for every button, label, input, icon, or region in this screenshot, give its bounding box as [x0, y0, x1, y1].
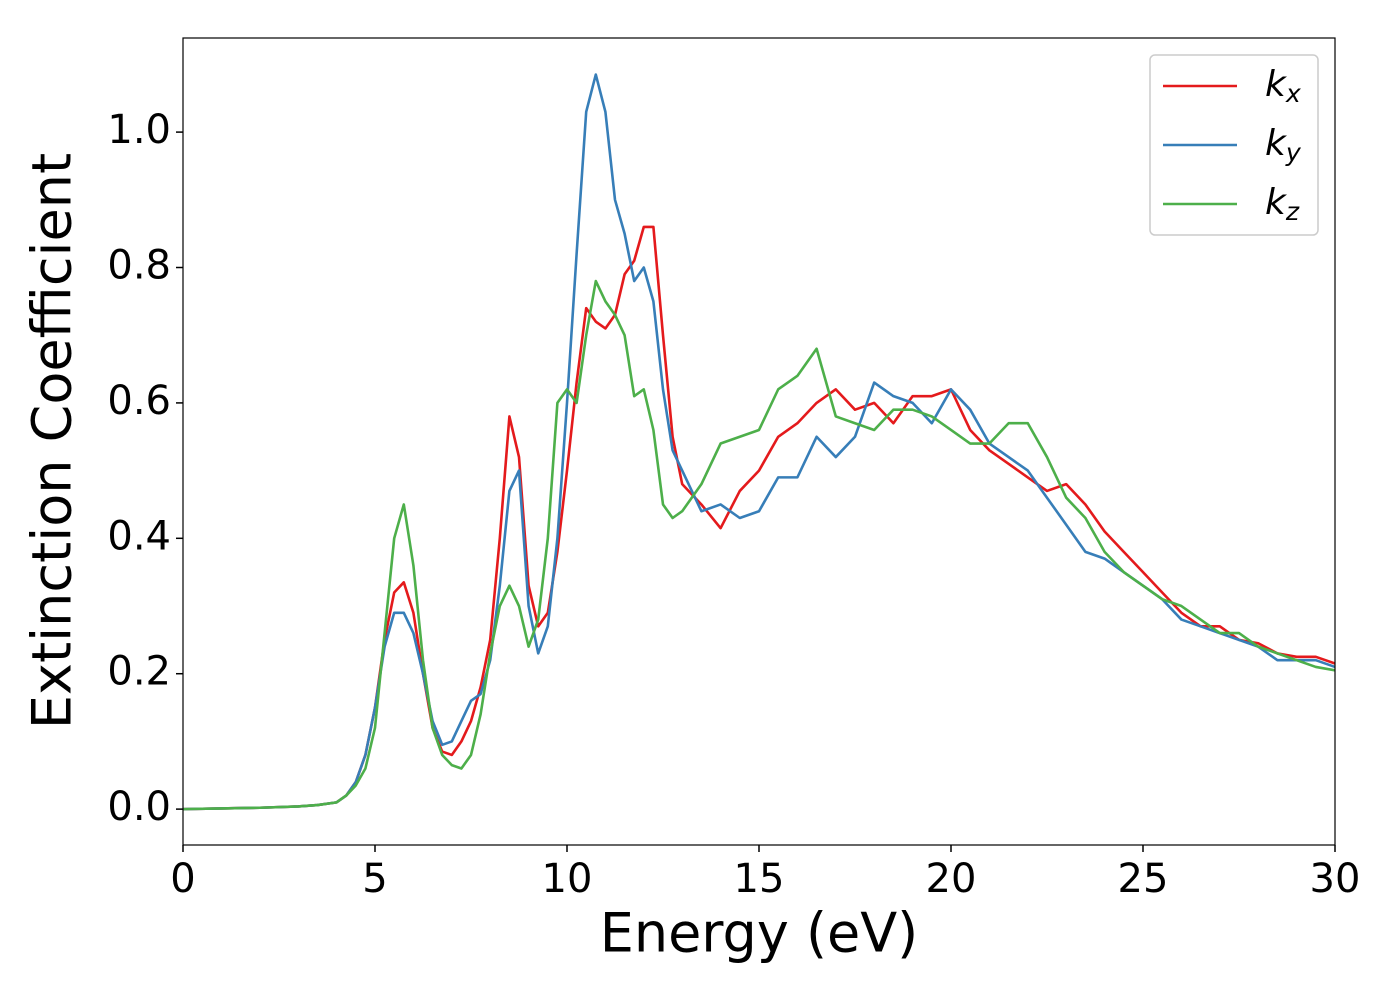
y-tick-label: 0.0 [107, 784, 171, 830]
x-tick-label: 5 [362, 856, 387, 902]
x-tick-label: 25 [1118, 856, 1169, 902]
y-tick-label: 0.8 [107, 243, 171, 289]
x-axis-label: Energy (eV) [600, 902, 919, 965]
y-tick-label: 0.6 [107, 378, 171, 424]
x-tick-label: 10 [542, 856, 593, 902]
legend-label: kz [1265, 182, 1300, 226]
y-tick-label: 0.2 [107, 649, 171, 695]
x-tick-label: 15 [734, 856, 785, 902]
y-tick-label: 0.4 [107, 513, 171, 559]
plot-frame [182, 37, 1336, 846]
data-line [183, 279, 1335, 811]
x-tick-label: 20 [926, 856, 977, 902]
legend-label: kx [1265, 64, 1302, 108]
x-tick-label: 0 [170, 856, 195, 902]
y-tick-label: 1.0 [107, 107, 171, 153]
y-axis-label: Extinction Coefficient [21, 153, 84, 729]
legend-label: ky [1265, 123, 1302, 167]
data-line [183, 225, 1335, 811]
x-tick-label: 30 [1310, 856, 1361, 902]
data-line [183, 73, 1335, 811]
